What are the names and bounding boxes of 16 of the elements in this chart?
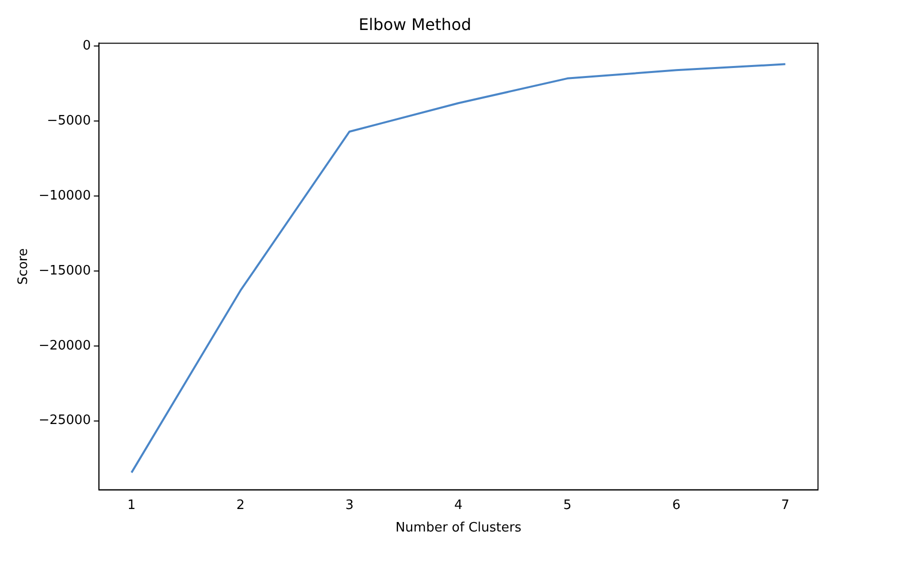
- y-tick-label: −20000: [38, 338, 91, 354]
- x-tick-label: 6: [672, 498, 680, 513]
- y-tick-label: −25000: [38, 413, 91, 428]
- y-tick-label: −15000: [38, 263, 91, 278]
- x-tick-label: 2: [236, 498, 245, 513]
- y-tick-label: −10000: [38, 188, 91, 204]
- x-tick-label: 1: [127, 498, 136, 513]
- x-axis-title: Number of Clusters: [395, 520, 522, 536]
- y-tick-label: 0: [82, 38, 91, 54]
- x-tick-label: 7: [781, 498, 790, 513]
- chart-title: Elbow Method: [358, 14, 472, 34]
- y-axis-title: Score: [16, 248, 32, 285]
- x-tick-label: 3: [345, 498, 354, 513]
- y-tick-label: −5000: [46, 114, 91, 129]
- x-tick-label: 5: [563, 498, 572, 513]
- x-tick-label: 4: [454, 498, 463, 513]
